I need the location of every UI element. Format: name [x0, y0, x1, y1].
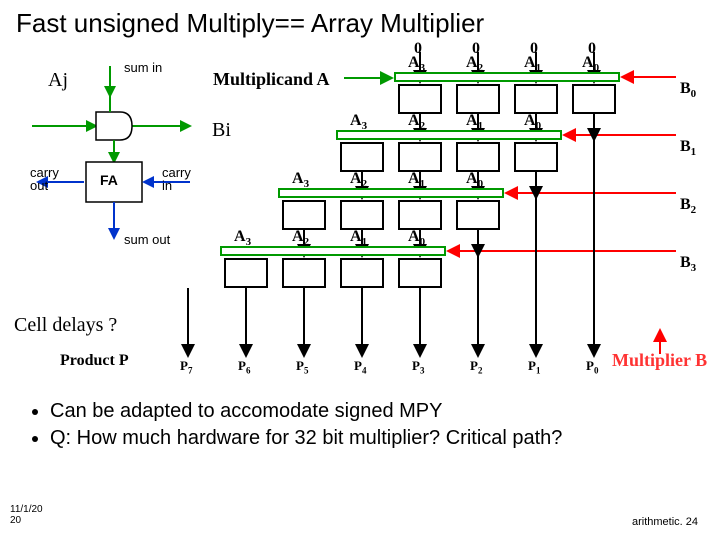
sum-out-label: sum out: [124, 232, 170, 247]
p-label: P3: [412, 358, 424, 376]
fa-cell: [456, 200, 500, 230]
fa-cell: [514, 84, 558, 114]
a-label: A3: [292, 170, 309, 190]
fa-cell-diagram: sum in FA carry out carry in sum out: [32, 62, 202, 252]
a-label: A2: [292, 228, 309, 248]
a-label: A3: [408, 54, 425, 74]
a-label: A3: [350, 112, 367, 132]
fa-cell: [514, 142, 558, 172]
b-label: B1: [680, 138, 696, 158]
a-label: A0: [408, 228, 425, 248]
carry-in-label: carry in: [162, 166, 191, 192]
a-label: A0: [466, 170, 483, 190]
fa-cell: [282, 258, 326, 288]
cell-delays-label: Cell delays ?: [14, 314, 117, 337]
carry-out-label: carry out: [30, 166, 59, 192]
p-label: P5: [296, 358, 308, 376]
a-label: A2: [408, 112, 425, 132]
p-label: P4: [354, 358, 366, 376]
fa-cell: [398, 258, 442, 288]
fa-label: FA: [100, 172, 118, 188]
sum-in-label: sum in: [124, 60, 162, 75]
a-label: A3: [234, 228, 251, 248]
multiplicand-label: Multiplicand A: [213, 69, 330, 90]
bullet-item: Q: How much hardware for 32 bit multipli…: [50, 425, 670, 452]
fa-cell: [572, 84, 616, 114]
fa-cell: [398, 84, 442, 114]
a-label: A1: [350, 228, 367, 248]
bullet-item: Can be adapted to accomodate signed MPY: [50, 398, 670, 425]
b-label: B0: [680, 80, 696, 100]
footer-date: 11/1/20 20: [10, 504, 43, 526]
p-label: P6: [238, 358, 250, 376]
multiplier-b-label: Multiplier B: [612, 350, 707, 371]
p-label: P7: [180, 358, 192, 376]
fa-cell: [340, 258, 384, 288]
footer-page: arithmetic. 24: [632, 516, 698, 528]
a-label: A0: [582, 54, 599, 74]
fa-cell: [282, 200, 326, 230]
a-label: A1: [466, 112, 483, 132]
fa-cell: [398, 142, 442, 172]
bi-label: Bi: [212, 119, 231, 142]
a-label: A0: [524, 112, 541, 132]
p-label: P2: [470, 358, 482, 376]
fa-cell: [398, 200, 442, 230]
a-label: A2: [466, 54, 483, 74]
b-label: B3: [680, 254, 696, 274]
bullet-list: Can be adapted to accomodate signed MPY …: [50, 398, 670, 452]
fa-cell: [340, 142, 384, 172]
fa-cell: [224, 258, 268, 288]
a-label: A1: [408, 170, 425, 190]
p-label: P1: [528, 358, 540, 376]
a-label: A2: [350, 170, 367, 190]
p-label: P0: [586, 358, 598, 376]
page-title: Fast unsigned Multiply== Array Multiplie…: [16, 8, 484, 39]
fa-cell: [340, 200, 384, 230]
a-label: A1: [524, 54, 541, 74]
product-label: Product P: [60, 352, 129, 370]
b-label: B2: [680, 196, 696, 216]
fa-cell: [456, 142, 500, 172]
fa-cell: [456, 84, 500, 114]
